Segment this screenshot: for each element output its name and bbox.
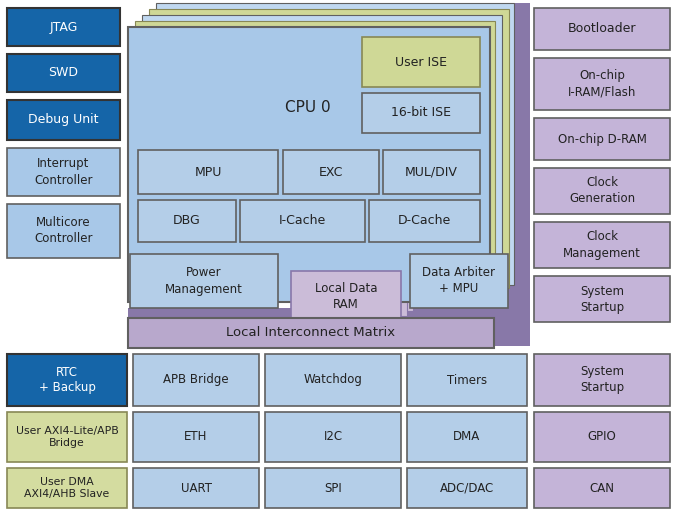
Text: Interrupt
Controller: Interrupt Controller — [34, 157, 93, 187]
Bar — [7, 354, 127, 406]
Bar — [138, 150, 278, 194]
Text: System
Startup: System Startup — [580, 365, 624, 394]
Text: I-Cache: I-Cache — [279, 214, 326, 227]
Bar — [265, 468, 401, 508]
Text: System
Startup: System Startup — [580, 285, 624, 313]
Bar — [138, 200, 236, 242]
Text: User AXI4-Lite/APB
Bridge: User AXI4-Lite/APB Bridge — [16, 426, 118, 448]
Bar — [534, 412, 670, 462]
Text: SPI: SPI — [324, 482, 342, 495]
Text: MUL/DIV: MUL/DIV — [405, 166, 458, 179]
Bar — [283, 150, 379, 194]
Bar — [303, 261, 413, 311]
Bar — [7, 412, 127, 462]
Bar — [133, 354, 259, 406]
Bar — [135, 21, 495, 297]
Bar — [362, 93, 480, 133]
Bar — [7, 148, 120, 196]
Bar — [133, 468, 259, 508]
Bar — [407, 354, 527, 406]
Text: Debug Unit: Debug Unit — [28, 113, 99, 127]
Bar — [7, 8, 120, 46]
Text: ETH: ETH — [185, 430, 208, 444]
Bar — [534, 354, 670, 406]
Bar — [128, 318, 494, 348]
Text: Local Interconnect Matrix: Local Interconnect Matrix — [226, 326, 395, 340]
Bar — [7, 100, 120, 140]
Bar — [534, 222, 670, 268]
Bar — [534, 168, 670, 214]
Text: Multicore
Controller: Multicore Controller — [34, 216, 93, 246]
Bar — [534, 8, 670, 50]
Text: Power
Management: Power Management — [165, 266, 243, 295]
Bar — [534, 118, 670, 160]
Text: Timers: Timers — [447, 373, 487, 386]
Text: On-chip
I-RAM/Flash: On-chip I-RAM/Flash — [568, 69, 636, 98]
Text: D-Cache: D-Cache — [398, 214, 451, 227]
Text: JTAG: JTAG — [49, 21, 78, 33]
Text: ADC/DAC: ADC/DAC — [440, 482, 494, 495]
Text: GPIO: GPIO — [587, 430, 617, 444]
Bar — [128, 27, 490, 302]
Text: Watchdog: Watchdog — [304, 373, 362, 386]
Bar — [291, 271, 401, 321]
Bar — [265, 354, 401, 406]
Text: Data Arbiter
+ MPU: Data Arbiter + MPU — [422, 266, 496, 295]
Text: CAN: CAN — [589, 482, 614, 495]
Bar — [7, 204, 120, 258]
Text: 16-bit ISE: 16-bit ISE — [391, 107, 451, 120]
Bar — [383, 150, 480, 194]
Bar — [130, 254, 278, 308]
Text: I2C: I2C — [323, 430, 343, 444]
Text: Clock
Generation: Clock Generation — [569, 176, 635, 206]
Bar — [7, 468, 127, 508]
Text: CPU 0: CPU 0 — [285, 100, 331, 114]
Text: User ISE: User ISE — [395, 55, 447, 69]
Bar — [265, 412, 401, 462]
Bar — [534, 468, 670, 508]
Text: SWD: SWD — [49, 67, 78, 80]
Bar — [142, 15, 502, 293]
Text: DMA: DMA — [454, 430, 481, 444]
Bar — [369, 200, 480, 242]
Bar — [497, 3, 530, 346]
Bar — [407, 412, 527, 462]
Bar — [534, 58, 670, 110]
Text: On-chip D-RAM: On-chip D-RAM — [558, 132, 646, 146]
Text: Local Data
RAM: Local Data RAM — [315, 282, 377, 310]
Text: EXC: EXC — [319, 166, 343, 179]
Text: MPU: MPU — [194, 166, 222, 179]
Bar — [133, 412, 259, 462]
Bar — [410, 254, 508, 308]
Bar — [240, 200, 365, 242]
Bar — [309, 256, 419, 306]
Text: Bootloader: Bootloader — [568, 23, 636, 35]
Bar — [128, 308, 497, 346]
Bar — [149, 9, 509, 288]
Text: APB Bridge: APB Bridge — [163, 373, 228, 386]
Bar — [156, 3, 514, 285]
Bar — [7, 54, 120, 92]
Text: RTC
+ Backup: RTC + Backup — [39, 365, 95, 394]
Bar — [534, 276, 670, 322]
Text: UART: UART — [180, 482, 212, 495]
Text: DBG: DBG — [173, 214, 201, 227]
Text: User DMA
AXI4/AHB Slave: User DMA AXI4/AHB Slave — [24, 477, 110, 499]
Text: Clock
Management: Clock Management — [563, 230, 641, 260]
Bar — [362, 37, 480, 87]
Bar — [297, 266, 407, 316]
Bar — [407, 468, 527, 508]
